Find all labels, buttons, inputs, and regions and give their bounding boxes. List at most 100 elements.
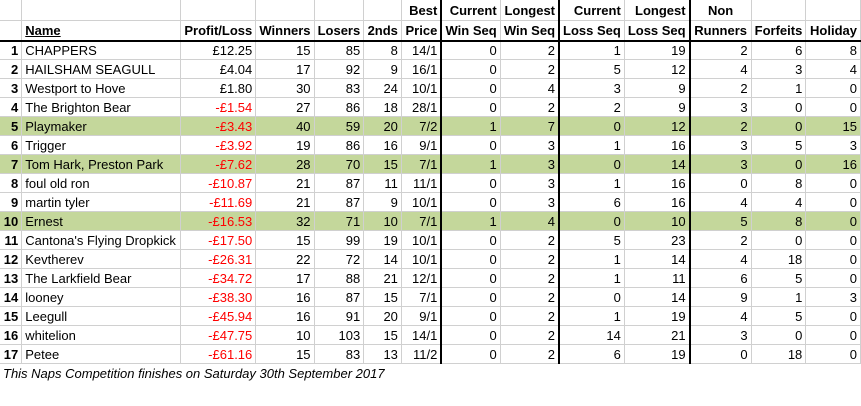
longest-loss-seq-cell[interactable]: 23 [624,230,691,250]
holiday-cell[interactable]: 4 [805,59,861,79]
non-runners-cell[interactable]: 6 [689,268,752,288]
current-loss-seq-cell[interactable]: 1 [559,249,625,269]
longest-loss-seq-cell[interactable]: 14 [624,154,691,174]
profit-loss-cell[interactable]: -£17.50 [180,230,257,250]
current-loss-seq-cell[interactable]: 0 [559,116,625,136]
forfeits-cell[interactable]: 1 [751,78,807,98]
losers-cell[interactable]: 87 [314,192,365,212]
rank-cell[interactable]: 9 [0,192,23,212]
holiday-cell[interactable]: 15 [805,116,861,136]
rank-cell[interactable]: 14 [0,287,23,307]
current-win-seq-cell[interactable]: 0 [441,306,501,326]
non-runners-cell[interactable]: 4 [689,192,752,212]
best-price-cell[interactable]: 10/1 [401,249,443,269]
losers-cell[interactable]: 72 [314,249,365,269]
holiday-cell[interactable]: 0 [805,211,861,231]
current-win-seq-cell[interactable]: 0 [441,287,501,307]
rank-cell[interactable]: 3 [0,78,23,98]
current-win-seq-cell[interactable]: 1 [441,154,501,174]
rank-cell[interactable]: 1 [0,40,23,60]
holiday-cell[interactable]: 0 [805,268,861,288]
name-cell[interactable]: looney [21,287,182,307]
winners-header-top[interactable] [255,0,315,21]
holiday-cell[interactable]: 0 [805,325,861,345]
current-win-seq-cell[interactable]: 0 [441,59,501,79]
winners-cell[interactable]: 28 [255,154,315,174]
winners-cell[interactable]: 22 [255,249,315,269]
winners-cell[interactable]: 21 [255,192,315,212]
holiday-cell[interactable]: 0 [805,173,861,193]
name-cell[interactable]: Playmaker [21,116,182,136]
name-cell[interactable]: Tom Hark, Preston Park [21,154,182,174]
losers-cell[interactable]: 88 [314,268,365,288]
profit-loss-header[interactable]: Profit/Loss [180,20,257,42]
rank-cell[interactable]: 10 [0,211,23,231]
non-runners-cell[interactable]: 3 [689,154,752,174]
profit-loss-cell[interactable]: -£10.87 [180,173,257,193]
name-cell[interactable]: Petee [21,344,182,364]
rank-cell[interactable]: 6 [0,135,23,155]
longest-win-seq-cell[interactable]: 2 [500,306,561,326]
holiday-cell[interactable]: 0 [805,249,861,269]
longest-win-seq-cell[interactable]: 7 [500,116,561,136]
holiday-cell[interactable]: 0 [805,192,861,212]
longest-loss-seq-cell[interactable]: 9 [624,78,691,98]
current-win-seq-cell[interactable]: 1 [441,211,501,231]
best-price-cell[interactable]: 10/1 [401,78,443,98]
seconds-cell[interactable]: 10 [363,211,402,231]
losers-cell[interactable]: 87 [314,173,365,193]
non-runners-cell[interactable]: 2 [689,40,752,60]
longest-loss-seq-cell[interactable]: 16 [624,192,691,212]
non-runners-cell[interactable]: 5 [689,211,752,231]
seconds-cell[interactable]: 15 [363,154,402,174]
current-win-seq-cell[interactable]: 0 [441,173,501,193]
seconds-header-top[interactable] [363,0,402,21]
profit-loss-cell[interactable]: £4.04 [180,59,257,79]
losers-cell[interactable]: 85 [314,40,365,60]
seconds-cell[interactable]: 24 [363,78,402,98]
seconds-cell[interactable]: 11 [363,173,402,193]
forfeits-cell[interactable]: 0 [751,154,807,174]
seconds-cell[interactable]: 19 [363,230,402,250]
current-loss-seq-cell[interactable]: 1 [559,40,625,60]
losers-cell[interactable]: 83 [314,344,365,364]
profit-loss-cell[interactable]: -£26.31 [180,249,257,269]
current-loss-seq-cell[interactable]: 3 [559,78,625,98]
current-win-seq-header-line2[interactable]: Win Seq [441,20,501,42]
name-cell[interactable]: The Larkfield Bear [21,268,182,288]
holiday-cell[interactable]: 16 [805,154,861,174]
winners-cell[interactable]: 21 [255,173,315,193]
longest-loss-seq-cell[interactable]: 9 [624,97,691,117]
best-price-cell[interactable]: 7/2 [401,116,443,136]
longest-loss-seq-header-line2[interactable]: Loss Seq [624,20,691,42]
profit-loss-cell[interactable]: -£47.75 [180,325,257,345]
current-win-seq-cell[interactable]: 0 [441,325,501,345]
rank-cell[interactable]: 11 [0,230,23,250]
profit-loss-cell[interactable]: -£11.69 [180,192,257,212]
longest-win-seq-header-line2[interactable]: Win Seq [500,20,561,42]
best-price-header-line1[interactable]: Best [401,0,443,21]
losers-cell[interactable]: 71 [314,211,365,231]
non-runners-cell[interactable]: 0 [689,173,752,193]
losers-cell[interactable]: 91 [314,306,365,326]
longest-loss-seq-cell[interactable]: 14 [624,287,691,307]
longest-win-seq-cell[interactable]: 2 [500,268,561,288]
non-runners-cell[interactable]: 4 [689,249,752,269]
current-loss-seq-cell[interactable]: 6 [559,344,625,364]
non-runners-cell[interactable]: 2 [689,78,752,98]
longest-win-seq-cell[interactable]: 4 [500,78,561,98]
profit-loss-cell[interactable]: £12.25 [180,40,257,60]
profit-loss-cell[interactable]: £1.80 [180,78,257,98]
current-loss-seq-cell[interactable]: 0 [559,154,625,174]
rank-cell[interactable]: 4 [0,97,23,117]
winners-cell[interactable]: 15 [255,344,315,364]
winners-cell[interactable]: 10 [255,325,315,345]
best-price-cell[interactable]: 11/1 [401,173,443,193]
forfeits-cell[interactable]: 5 [751,135,807,155]
forfeits-cell[interactable]: 18 [751,344,807,364]
current-loss-seq-cell[interactable]: 0 [559,287,625,307]
name-cell[interactable]: Ernest [21,211,182,231]
best-price-cell[interactable]: 9/1 [401,135,443,155]
name-cell[interactable]: HAILSHAM SEAGULL [21,59,182,79]
longest-win-seq-cell[interactable]: 3 [500,173,561,193]
